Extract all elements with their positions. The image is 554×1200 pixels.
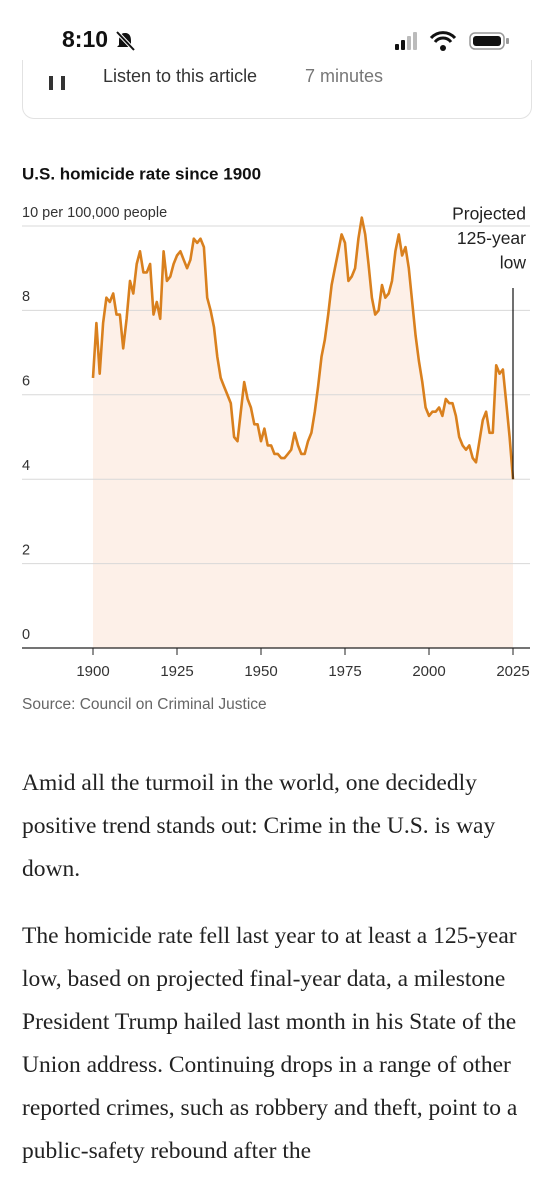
x-tick-label: 1950 [244,663,277,680]
x-tick-label: 1900 [76,663,109,680]
y-tick-label: 10 per 100,000 people [22,205,167,221]
x-tick-label: 1975 [328,663,361,680]
paragraph: Amid all the turmoil in the world, one d… [22,770,496,882]
article: Amid all the turmoil in the world, one d… [22,762,537,1197]
annotation: Projected [452,204,526,224]
listen-duration: 7 minutes [305,66,384,86]
area [93,217,513,648]
x-tick-label: 2000 [412,663,445,680]
paragraph: The homicide rate fell last year to at l… [22,923,518,1164]
y-tick-label: 6 [22,374,30,390]
audio-icon [49,76,65,90]
status-icons [395,31,509,51]
x-tick-label: 2025 [496,663,529,680]
silent-icon [115,30,136,52]
y-tick-label: 0 [22,627,30,643]
y-tick-label: 2 [22,542,30,558]
status-bar: 8:10 [0,0,554,70]
y-tick-label: 8 [22,289,30,305]
y-tick-label: 4 [22,458,30,474]
annotation: low [500,253,527,273]
chart-source: Source: Council on Criminal Justice [22,696,267,713]
annotation: 125-year [457,228,526,248]
listen-bar[interactable]: Listen to this article 7 minutes [22,60,532,119]
listen-label: Listen to this article [103,66,258,86]
clock: 8:10 [62,26,109,52]
x-tick-label: 1925 [160,663,193,680]
chart-title: U.S. homicide rate since 1900 [22,164,261,183]
line [91,216,515,480]
